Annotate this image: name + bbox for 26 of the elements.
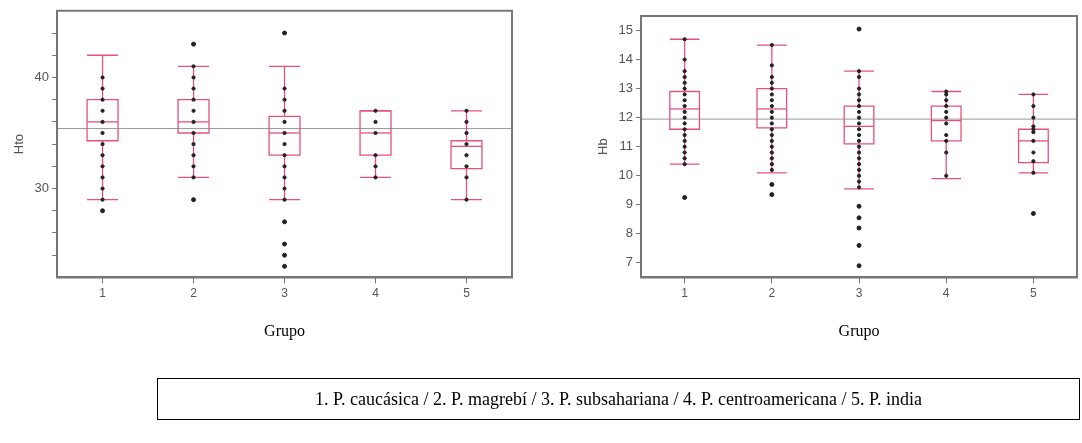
x-axis-title: Grupo (264, 321, 305, 340)
x-tick-label: 1 (681, 285, 689, 300)
y-tick-label: 30 (34, 180, 50, 196)
y-axis-title: Hb (595, 138, 611, 156)
y-axis-title: Hto (11, 133, 27, 155)
y-tick-label: 40 (34, 69, 50, 85)
x-tick-label: 5 (463, 285, 471, 300)
y-tick-label: 8 (625, 225, 634, 241)
x-tick-label: 4 (942, 285, 950, 300)
x-tick-label: 2 (190, 285, 198, 300)
x-tick-label: 3 (281, 285, 289, 300)
x-axis-title: Grupo (838, 321, 880, 340)
y-tick-label: 13 (618, 80, 634, 96)
y-tick-label: 10 (618, 167, 634, 183)
y-tick-label: 7 (625, 254, 634, 270)
x-tick-label: 5 (1030, 285, 1038, 300)
y-tick-label: 11 (619, 138, 634, 154)
y-tick-label: 14 (618, 51, 634, 67)
y-tick-label: 9 (625, 196, 634, 212)
text: 1. P. caucásica / 2. P. magrebí / 3. P. subsahariana / 4. P. centroamericana / 5. P. india (157, 378, 1080, 420)
x-tick-label: 4 (372, 285, 380, 300)
x-tick-label: 3 (855, 285, 863, 300)
x-tick-label: 1 (99, 285, 107, 300)
y-tick-label: 15 (618, 22, 634, 38)
y-tick-label: 12 (618, 109, 634, 125)
x-tick-label: 2 (768, 285, 776, 300)
